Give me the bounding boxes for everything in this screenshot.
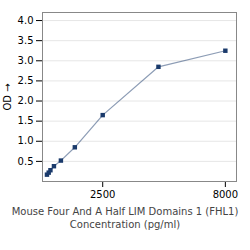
svg-text:0.5: 0.5 — [18, 156, 34, 167]
svg-text:1.0: 1.0 — [18, 135, 34, 146]
svg-text:3.5: 3.5 — [18, 35, 34, 46]
svg-text:2.5: 2.5 — [18, 75, 34, 86]
svg-text:8000: 8000 — [213, 189, 238, 200]
svg-text:3.0: 3.0 — [18, 55, 34, 66]
svg-text:2.0: 2.0 — [18, 95, 34, 106]
svg-text:1.5: 1.5 — [18, 115, 34, 126]
svg-text:2500: 2500 — [90, 189, 115, 200]
html-text:Concentration (pg/ml): Concentration (pg/ml) — [69, 219, 181, 230]
svg-text:OD →: OD → — [2, 83, 13, 110]
svg-text:4.0: 4.0 — [18, 15, 34, 26]
html-text:Mouse Four And A Half LIM Doma: Mouse Four And A Half LIM Domains 1 (FHL… — [11, 206, 239, 217]
